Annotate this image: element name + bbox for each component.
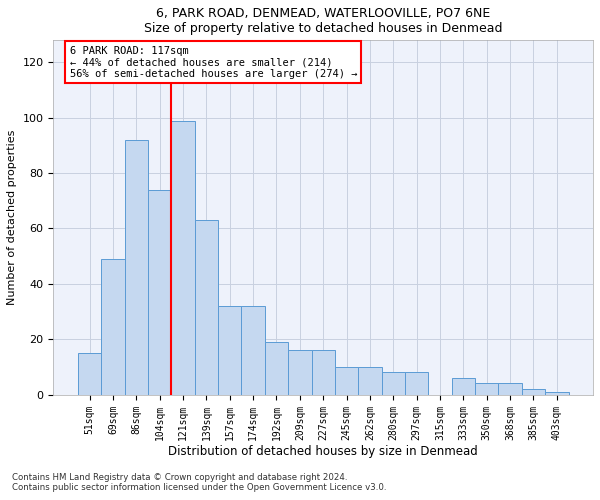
Title: 6, PARK ROAD, DENMEAD, WATERLOOVILLE, PO7 6NE
Size of property relative to detac: 6, PARK ROAD, DENMEAD, WATERLOOVILLE, PO… — [144, 7, 502, 35]
Bar — [545, 392, 569, 394]
Bar — [405, 372, 428, 394]
Bar — [335, 367, 358, 394]
Text: 6 PARK ROAD: 117sqm
← 44% of detached houses are smaller (214)
56% of semi-detac: 6 PARK ROAD: 117sqm ← 44% of detached ho… — [70, 46, 357, 79]
Bar — [382, 372, 405, 394]
Bar — [241, 306, 265, 394]
Bar — [499, 384, 522, 394]
Bar — [452, 378, 475, 394]
Bar — [265, 342, 288, 394]
Bar — [125, 140, 148, 394]
Bar — [78, 353, 101, 395]
Bar — [475, 384, 499, 394]
Bar — [288, 350, 311, 395]
Bar — [218, 306, 241, 394]
Y-axis label: Number of detached properties: Number of detached properties — [7, 130, 17, 305]
X-axis label: Distribution of detached houses by size in Denmead: Distribution of detached houses by size … — [169, 445, 478, 458]
Bar — [358, 367, 382, 394]
Bar — [101, 259, 125, 394]
Bar — [194, 220, 218, 394]
Bar — [522, 389, 545, 394]
Bar — [172, 120, 194, 394]
Bar — [148, 190, 172, 394]
Bar — [311, 350, 335, 395]
Text: Contains HM Land Registry data © Crown copyright and database right 2024.
Contai: Contains HM Land Registry data © Crown c… — [12, 473, 386, 492]
